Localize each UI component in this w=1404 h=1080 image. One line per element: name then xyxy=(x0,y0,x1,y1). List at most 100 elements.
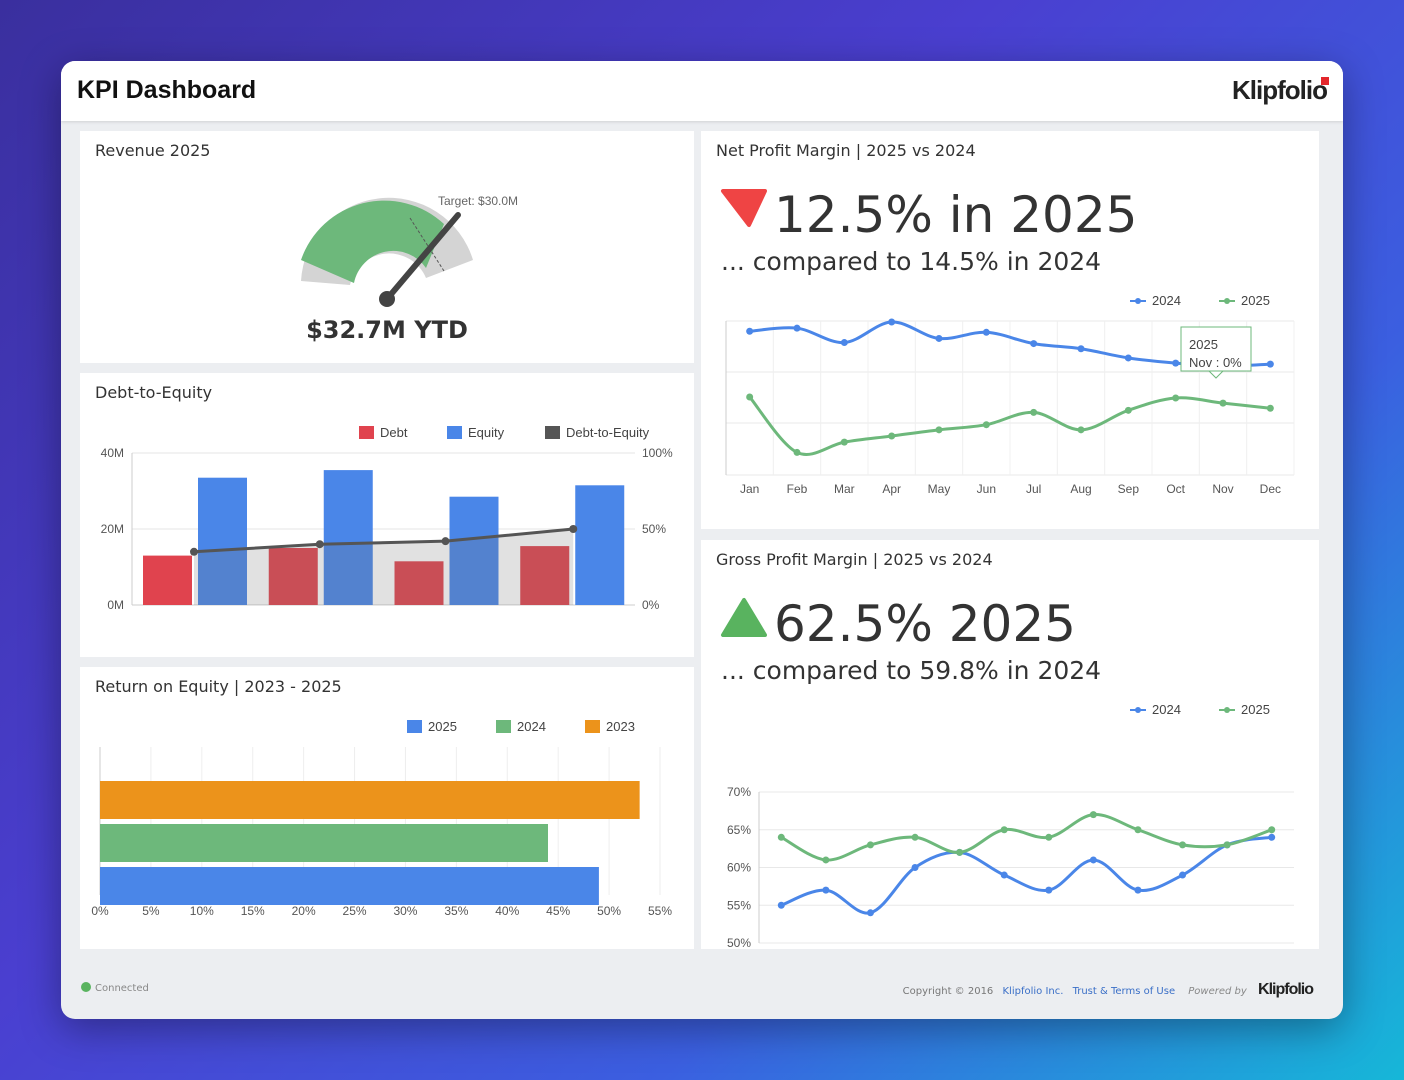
x-tick: Feb xyxy=(787,482,808,496)
npm-point-2024 xyxy=(888,318,896,326)
npm-point-2025 xyxy=(888,432,896,440)
gpm-title: Gross Profit Margin | 2025 vs 2024 xyxy=(716,550,993,569)
dashboard-title: KPI Dashboard xyxy=(77,76,257,104)
npm-tooltip-year: 2025 xyxy=(1189,337,1218,352)
legend-equity-swatch xyxy=(447,426,462,439)
gauge-target-label: Target: $30.0M xyxy=(438,194,518,208)
gpm-chart: 62.5% 2025 ... compared to 59.8% in 2024… xyxy=(721,595,1294,949)
legend-ratio: Debt-to-Equity xyxy=(566,425,650,440)
npm-headline: 12.5% in 2025 xyxy=(774,186,1137,244)
gauge-hub xyxy=(379,291,395,307)
roe-bar-2023 xyxy=(100,781,640,819)
y2-tick: 50% xyxy=(642,522,666,536)
gauge-target-tick xyxy=(409,217,445,272)
debt-bar xyxy=(143,555,192,605)
y-tick: 20M xyxy=(101,522,124,536)
legend-2024-swatch xyxy=(496,720,511,733)
npm-title: Net Profit Margin | 2025 vs 2024 xyxy=(716,141,976,160)
equity-bar xyxy=(575,485,625,605)
ratio-point xyxy=(190,547,198,556)
brand-mark-icon xyxy=(1321,77,1329,85)
npm-point-2024 xyxy=(746,327,754,335)
npm-point-2024 xyxy=(840,339,848,347)
gpm-point-2025 xyxy=(1045,833,1053,841)
gpm-point-2025 xyxy=(777,833,785,841)
gpm-point-2024 xyxy=(1045,886,1053,894)
dashboard-window: KPI Dashboard Klipfolio Revenue 2025 Tar… xyxy=(61,61,1343,1019)
legend-2023: 2023 xyxy=(606,719,635,734)
gpm-line-2024 xyxy=(780,835,1272,915)
roe-bar-2025 xyxy=(100,867,599,905)
x-tick: Jul xyxy=(1026,482,1041,496)
x-tick: Jun xyxy=(977,482,996,496)
x-tick: Sep xyxy=(1118,482,1140,496)
revenue-title: Revenue 2025 xyxy=(95,141,211,160)
legend-2024: 2024 xyxy=(1152,702,1181,717)
status-text: Connected xyxy=(95,983,149,994)
npm-point-2025 xyxy=(1172,394,1180,402)
gpm-point-2025 xyxy=(822,856,830,864)
debt-chart: Debt Equity Debt-to-Equity 40M 20M 0M 10… xyxy=(101,425,673,612)
npm-point-2025 xyxy=(982,421,990,429)
gpm-point-2025 xyxy=(911,833,919,841)
y2-tick: 100% xyxy=(642,446,673,460)
npm-line-2024 xyxy=(749,320,1271,368)
npm-tooltip-arrow xyxy=(1207,370,1225,379)
npm-point-2025 xyxy=(746,393,754,401)
gpm-point-2024 xyxy=(1089,856,1097,864)
roe-title: Return on Equity | 2023 - 2025 xyxy=(95,677,342,696)
company-link[interactable]: Klipfolio Inc. xyxy=(1002,986,1064,997)
npm-point-2025 xyxy=(935,426,943,434)
x-tick: Apr xyxy=(882,482,901,496)
gpm-subline: ... compared to 59.8% in 2024 xyxy=(721,656,1101,685)
legend-2024: 2024 xyxy=(1152,293,1181,308)
footer-brand-logo[interactable]: Klipfolio xyxy=(1258,981,1314,998)
debt-bar xyxy=(268,548,318,605)
npm-point-2025 xyxy=(1266,404,1274,412)
legend-2025: 2025 xyxy=(428,719,457,734)
npm-point-2024 xyxy=(1266,360,1274,368)
y-tick: 65% xyxy=(727,823,751,837)
gauge-fill xyxy=(301,200,444,283)
x-tick: 45% xyxy=(546,904,570,918)
x-tick: 55% xyxy=(648,904,672,918)
gpm-point-2024 xyxy=(777,901,785,909)
revenue-gauge: Target: $30.0M $32.7M YTD xyxy=(301,194,518,344)
trend-down-icon xyxy=(721,189,767,227)
npm-panel: Net Profit Margin | 2025 vs 2024 12.5% i… xyxy=(701,131,1319,529)
y2-tick: 0% xyxy=(642,598,660,612)
gpm-point-2025 xyxy=(1179,841,1187,849)
legend-2025: 2025 xyxy=(1241,702,1270,717)
x-tick: 35% xyxy=(444,904,468,918)
ratio-point xyxy=(569,525,578,533)
terms-link[interactable]: Trust & Terms of Use xyxy=(1072,986,1176,997)
legend-2024-dot xyxy=(1135,298,1141,304)
roe-chart: 2025 2024 2023 0% 5% 10% 15% 20% 25% 30% 35% 40%… xyxy=(91,719,672,918)
x-tick: 15% xyxy=(241,904,265,918)
npm-tooltip-value: Nov : 0% xyxy=(1189,355,1242,370)
x-tick: Mar xyxy=(834,482,855,496)
debt-title: Debt-to-Equity xyxy=(95,383,213,402)
gauge-needle xyxy=(384,212,461,302)
x-tick: 0% xyxy=(91,904,109,918)
revenue-value: $32.7M YTD xyxy=(306,316,468,344)
npm-point-2025 xyxy=(1030,408,1038,416)
x-tick: 30% xyxy=(393,904,417,918)
legend-2025-dot xyxy=(1224,707,1230,713)
gpm-panel: Gross Profit Margin | 2025 vs 2024 62.5%… xyxy=(701,540,1319,949)
gpm-point-2024 xyxy=(866,909,874,917)
powered-by-text: Powered by xyxy=(1188,986,1247,997)
x-tick: 40% xyxy=(495,904,519,918)
npm-point-2025 xyxy=(793,448,801,456)
connection-status: Connected xyxy=(81,982,149,994)
footer: Copyright © 2016 Klipfolio Inc. Trust & … xyxy=(903,981,1314,999)
legend-2024: 2024 xyxy=(517,719,546,734)
gpm-point-2025 xyxy=(1089,811,1097,819)
npm-point-2025 xyxy=(1124,406,1132,414)
y-tick: 50% xyxy=(727,936,751,949)
roe-bar-2024 xyxy=(100,824,548,862)
x-tick: Aug xyxy=(1070,482,1091,496)
y-tick: 40M xyxy=(101,446,124,460)
legend-debt: Debt xyxy=(380,425,408,440)
brand-logo[interactable]: Klipfolio xyxy=(1232,75,1328,105)
